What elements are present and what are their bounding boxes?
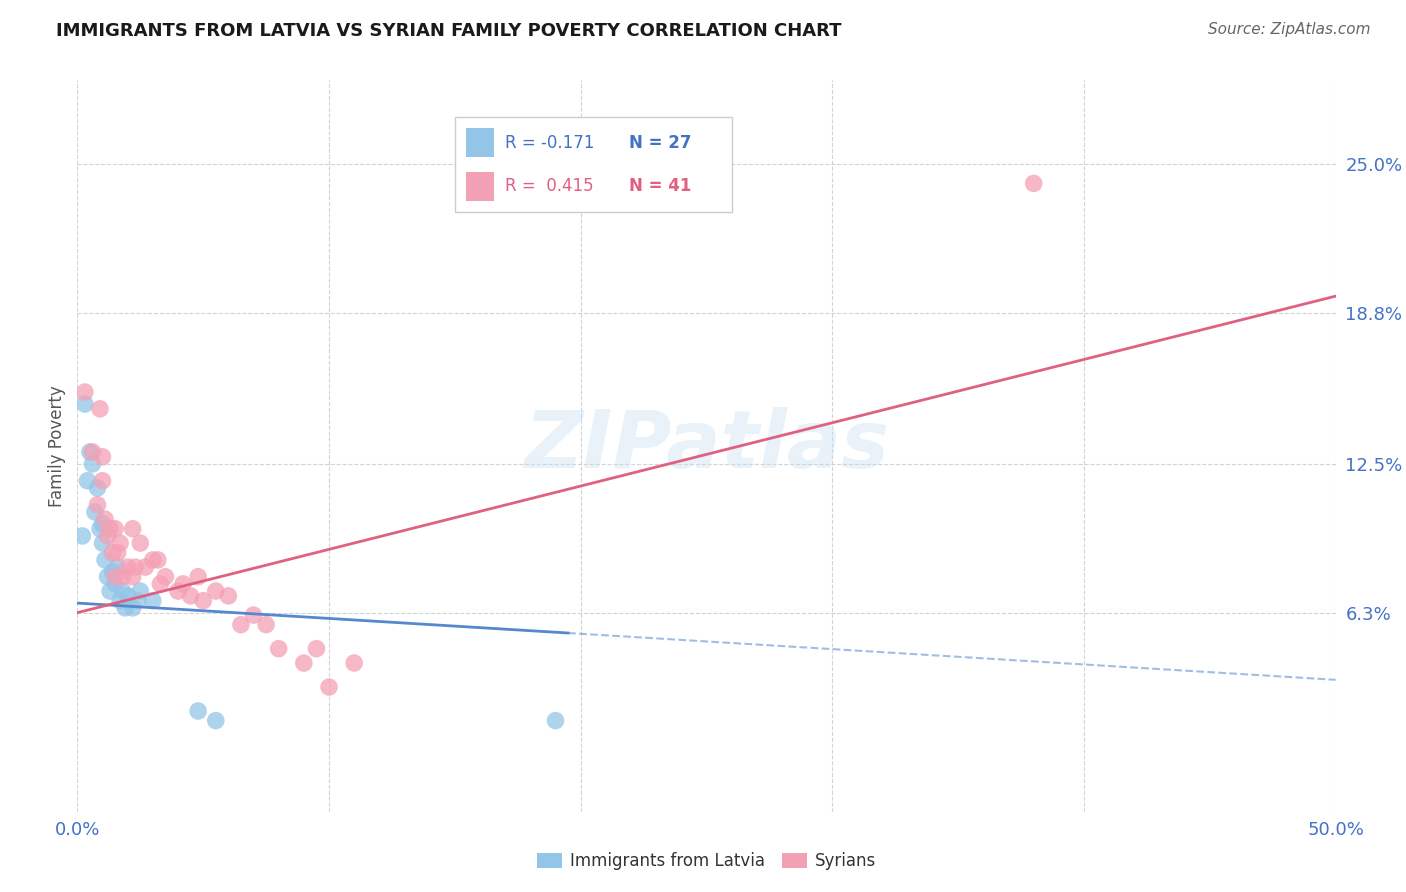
Point — [91, 450, 114, 464]
Point — [101, 565, 124, 579]
Point — [79, 445, 101, 459]
Point — [242, 608, 264, 623]
Point — [86, 481, 108, 495]
Point — [1022, 177, 1045, 191]
Point — [107, 560, 129, 574]
Y-axis label: Family Poverty: Family Poverty — [48, 385, 66, 507]
Point — [121, 522, 143, 536]
Point — [94, 553, 117, 567]
Point — [129, 584, 152, 599]
Point — [142, 553, 165, 567]
Point — [229, 617, 252, 632]
Point — [127, 593, 149, 607]
Point — [73, 397, 96, 411]
Point — [142, 593, 165, 607]
Point — [121, 570, 143, 584]
Point — [172, 577, 194, 591]
Point — [267, 641, 290, 656]
Point — [89, 522, 111, 536]
Point — [98, 522, 121, 536]
Point — [180, 589, 202, 603]
Point — [129, 536, 152, 550]
Legend: Immigrants from Latvia, Syrians: Immigrants from Latvia, Syrians — [530, 846, 883, 877]
Point — [117, 589, 139, 603]
Point — [187, 704, 209, 718]
Point — [167, 584, 190, 599]
Point — [86, 498, 108, 512]
Point — [96, 570, 118, 584]
Point — [149, 577, 172, 591]
Point — [91, 516, 114, 531]
Point — [217, 589, 239, 603]
FancyBboxPatch shape — [456, 117, 731, 212]
Point — [191, 593, 215, 607]
Point — [292, 656, 315, 670]
Point — [91, 474, 114, 488]
Text: N = 27: N = 27 — [630, 134, 692, 152]
Point — [107, 546, 129, 560]
Point — [89, 401, 111, 416]
Point — [82, 445, 104, 459]
Point — [73, 385, 96, 400]
Point — [84, 505, 107, 519]
Text: ZIPatlas: ZIPatlas — [524, 407, 889, 485]
Point — [187, 570, 209, 584]
Point — [76, 474, 98, 488]
Text: IMMIGRANTS FROM LATVIA VS SYRIAN FAMILY POVERTY CORRELATION CHART: IMMIGRANTS FROM LATVIA VS SYRIAN FAMILY … — [56, 22, 842, 40]
Point — [104, 522, 127, 536]
Point — [72, 529, 94, 543]
Point — [111, 570, 134, 584]
Point — [96, 529, 118, 543]
Point — [91, 536, 114, 550]
Point — [544, 714, 567, 728]
Point — [305, 641, 328, 656]
Point — [343, 656, 366, 670]
Point — [114, 600, 136, 615]
Point — [94, 512, 117, 526]
Point — [108, 593, 131, 607]
Point — [254, 617, 277, 632]
Point — [146, 553, 169, 567]
Bar — [465, 172, 494, 201]
Point — [204, 714, 226, 728]
Text: R = -0.171: R = -0.171 — [505, 134, 595, 152]
Point — [155, 570, 177, 584]
Point — [318, 680, 340, 694]
Point — [111, 584, 134, 599]
Text: R =  0.415: R = 0.415 — [505, 178, 593, 195]
Point — [108, 536, 131, 550]
Point — [117, 560, 139, 574]
Point — [124, 560, 146, 574]
Point — [121, 600, 143, 615]
Point — [98, 584, 121, 599]
Bar — [465, 128, 494, 157]
Point — [104, 577, 127, 591]
Text: Source: ZipAtlas.com: Source: ZipAtlas.com — [1208, 22, 1371, 37]
Text: N = 41: N = 41 — [630, 178, 692, 195]
Point — [104, 570, 127, 584]
Point — [82, 457, 104, 471]
Point — [134, 560, 156, 574]
Point — [101, 546, 124, 560]
Point — [204, 584, 226, 599]
